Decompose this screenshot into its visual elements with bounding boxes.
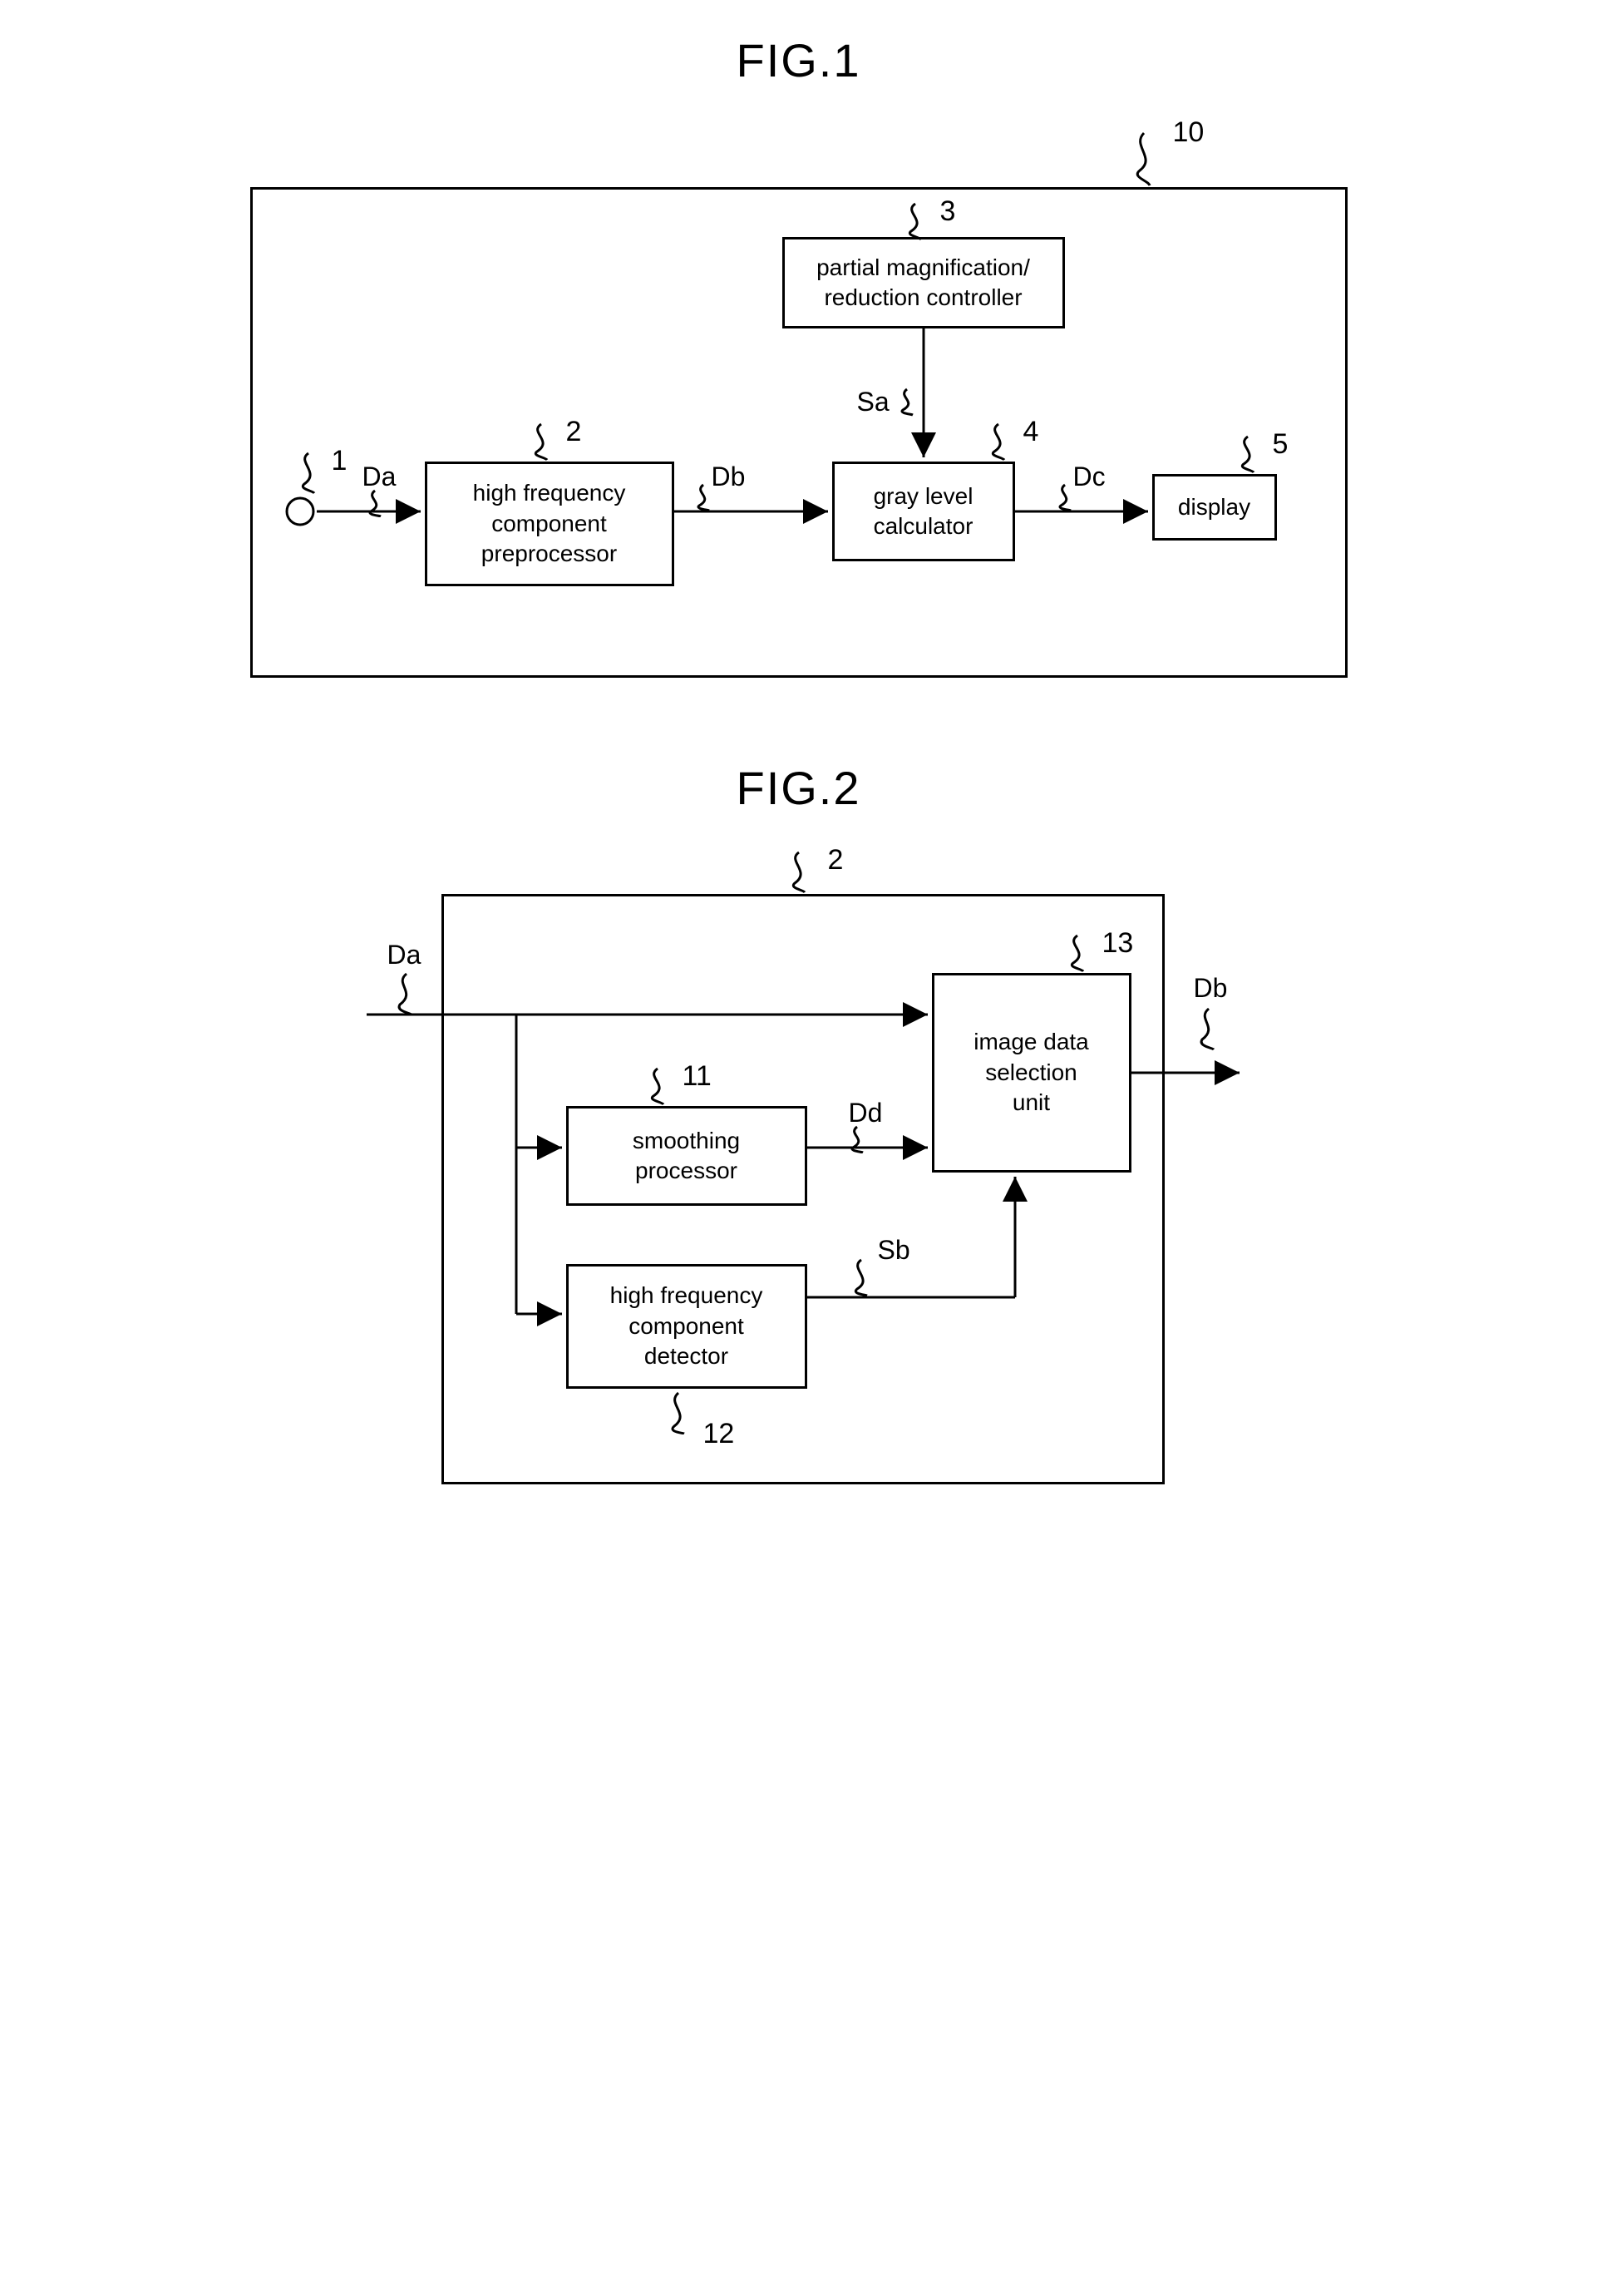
squiggle-db <box>691 482 724 516</box>
fig1-arrows <box>234 112 1364 694</box>
squiggle-da <box>362 488 396 517</box>
fig2-arrows <box>300 840 1298 1505</box>
label-db2: Db <box>1194 973 1228 1004</box>
fig1-diagram: 10 partial magnification/ reduction cont… <box>234 112 1364 694</box>
label-sa: Sa <box>857 387 890 417</box>
squiggle-da2 <box>392 971 425 1017</box>
squiggle-dd <box>845 1124 878 1153</box>
squiggle-dc <box>1052 482 1086 516</box>
fig1-title: FIG.1 <box>217 33 1381 87</box>
fig2-title: FIG.2 <box>217 761 1381 815</box>
fig2-diagram: 2 image data selection unit 13 smoothing… <box>300 840 1298 1505</box>
label-da2: Da <box>387 940 421 970</box>
squiggle-sa <box>895 387 928 420</box>
squiggle-db2 <box>1194 1006 1227 1052</box>
squiggle-sb <box>845 1256 886 1297</box>
